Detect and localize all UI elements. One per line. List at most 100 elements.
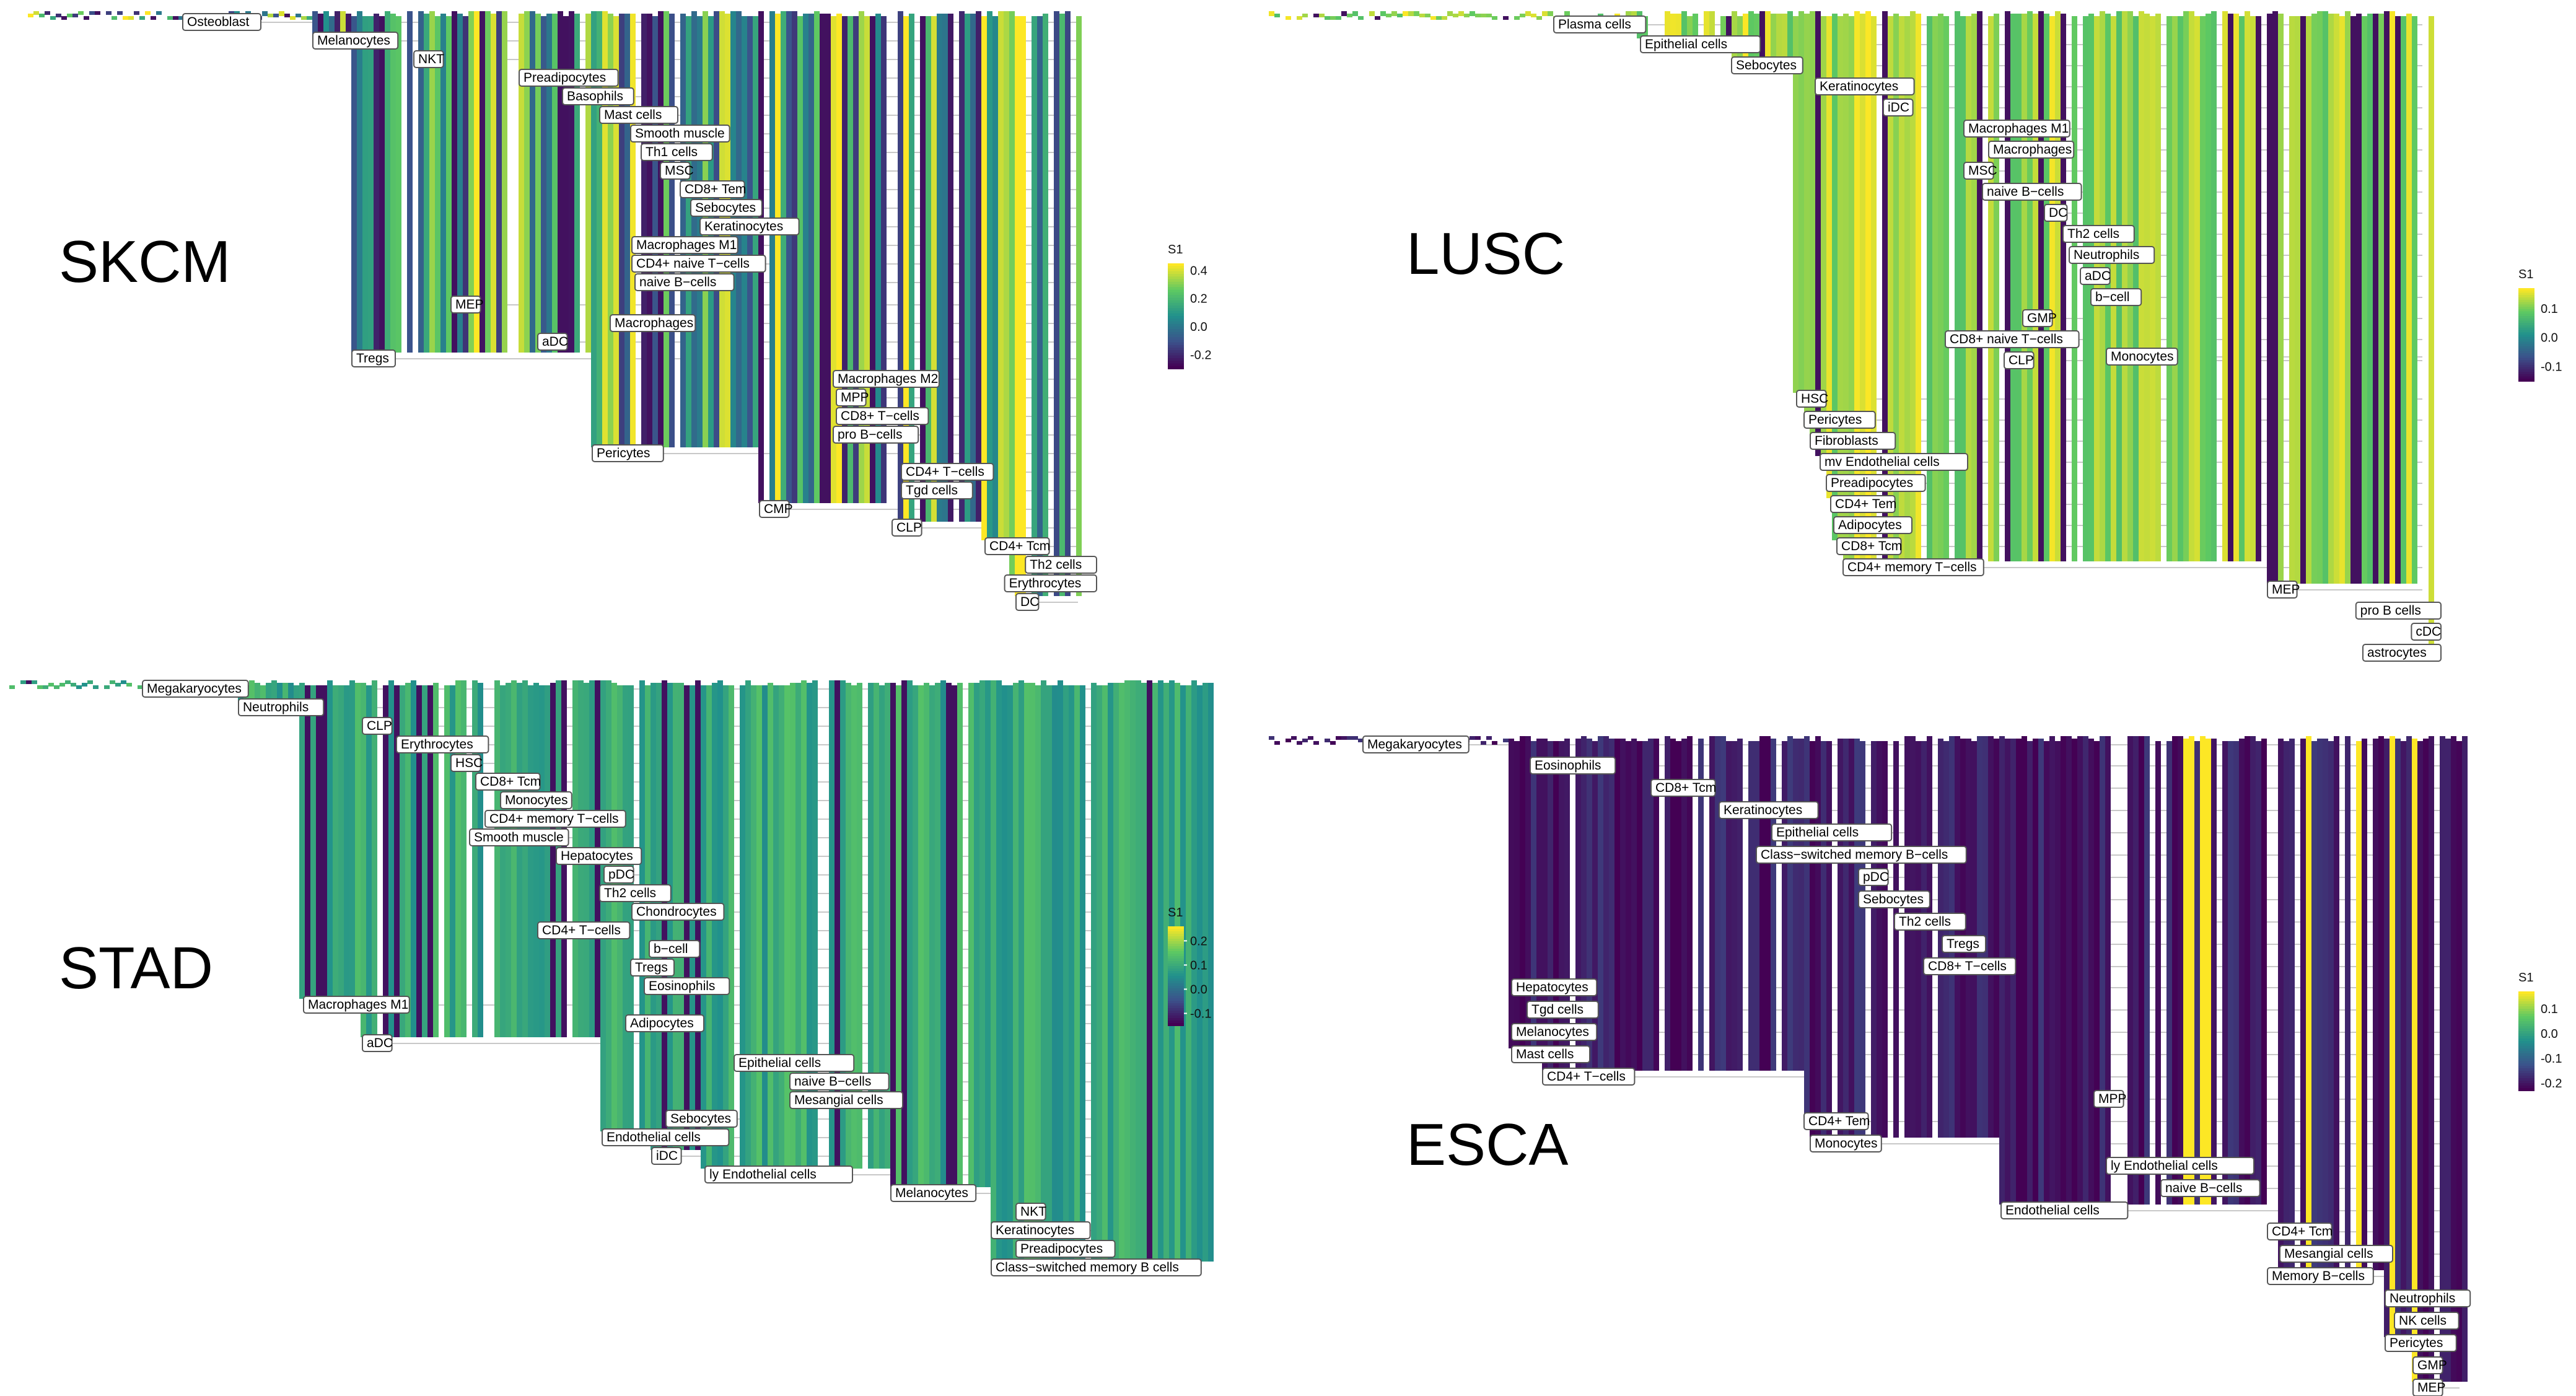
cell-label-pericytes: Pericytes	[2385, 1334, 2457, 1352]
heatmap-column	[1302, 14, 1308, 17]
heatmap-column	[1804, 736, 1810, 1115]
legend-swatch	[2518, 1036, 2534, 1039]
heatmap-column	[2088, 14, 2094, 561]
legend-swatch	[1168, 1006, 1184, 1009]
cell-label-box	[890, 1184, 977, 1202]
heatmap-column	[1475, 736, 1481, 740]
cell-label-text: NKT	[418, 52, 444, 66]
cell-label-cd8-tem: CD8+ Tem	[680, 180, 746, 198]
heatmap-column	[2211, 739, 2217, 1205]
heatmap-column	[814, 11, 820, 503]
heatmap-column	[751, 685, 756, 1169]
cell-label-text: Keratinocytes	[996, 1223, 1074, 1237]
heatmap-column	[545, 685, 550, 1037]
heatmap-column	[1860, 14, 1865, 561]
cell-label-box	[1842, 558, 1984, 576]
heatmap-column	[1910, 736, 1916, 1138]
legend-tick-label: 0.2	[1190, 292, 1207, 306]
cell-label-box	[1833, 516, 1912, 534]
cell-label-text: Sebocytes	[1736, 58, 1797, 72]
cell-label-pro-b-cells: pro B−cells	[833, 426, 919, 444]
cell-label-box	[1894, 913, 1966, 931]
cell-label-box	[759, 500, 790, 518]
heatmap-column	[429, 11, 435, 353]
heatmap-column	[1709, 11, 1715, 38]
heatmap-column	[2105, 14, 2111, 561]
heatmap-column	[2083, 736, 2088, 1205]
heatmap-column	[853, 16, 859, 503]
heatmap-column	[1620, 739, 1626, 1071]
cell-label-box	[1858, 890, 1930, 908]
heatmap-column	[2323, 11, 2328, 584]
legend-swatch	[2518, 362, 2534, 366]
heatmap-column	[820, 14, 825, 503]
heatmap-column	[957, 683, 963, 1187]
heatmap-column	[346, 14, 351, 35]
heatmap-column	[1720, 16, 1726, 38]
cell-label-text: Class−switched memory B cells	[996, 1260, 1179, 1275]
panel-skcm-legend: S1 0.4 0.2 0.0 -0.2	[1168, 243, 1211, 369]
legend-tick-label: 0.4	[1190, 264, 1207, 278]
legend-swatch	[2518, 1083, 2534, 1086]
heatmap-column	[323, 11, 329, 35]
heatmap-column	[2172, 16, 2178, 561]
cell-label-text: iDC	[1888, 100, 1909, 115]
legend-swatch	[1168, 366, 1184, 369]
heatmap-column	[1291, 736, 1297, 740]
cell-label-text: MEP	[455, 297, 484, 312]
legend-swatch	[2518, 1071, 2534, 1074]
heatmap-column	[1470, 736, 1475, 740]
heatmap-column	[2429, 736, 2434, 1382]
cell-label-box	[475, 773, 541, 791]
cell-label-text: NK cells	[2399, 1314, 2447, 1328]
heatmap-column	[1046, 685, 1052, 1262]
cell-label-text: Smooth muscle	[635, 126, 725, 141]
cell-label-cd4-tcm: CD4+ Tcm	[984, 537, 1050, 555]
heatmap-column	[1007, 685, 1013, 1262]
panel-esca-labels: Megakaryocytes Eosinophils CD8+ Tcm Keratin…	[1362, 735, 2471, 1396]
heatmap-column	[1815, 736, 1821, 1138]
heatmap-column	[1136, 680, 1141, 1262]
heatmap-column	[611, 683, 617, 1131]
cell-label-box	[901, 481, 973, 499]
heatmap-column	[848, 16, 853, 503]
heatmap-column	[2462, 736, 2468, 1382]
legend-swatch	[1168, 978, 1184, 981]
heatmap-column	[65, 680, 71, 684]
cell-label-text: CD8+ Tem	[685, 182, 746, 196]
cell-label-text: pro B−cells	[838, 428, 902, 442]
cell-label-box	[665, 1110, 738, 1128]
heatmap-column	[1737, 739, 1743, 1071]
legend-swatch	[1168, 287, 1184, 291]
heatmap-column	[288, 683, 294, 701]
legend-swatch	[1168, 934, 1184, 937]
cell-label-naive-b-cells: naive B−cells	[1982, 183, 2082, 201]
heatmap-column	[1899, 16, 1904, 561]
heatmap-column	[1687, 16, 1693, 38]
heatmap-column	[976, 11, 981, 522]
heatmap-column	[829, 680, 835, 1169]
heatmap-column	[424, 14, 429, 353]
heatmap-column	[1687, 736, 1693, 1071]
heatmap-column	[1932, 16, 1938, 561]
legend-swatch	[2518, 288, 2534, 291]
heatmap-column	[706, 685, 712, 1169]
legend-swatch	[2518, 1066, 2534, 1069]
heatmap-column	[940, 680, 946, 1187]
cell-label-cd8-t-cells: CD8+ T−cells	[836, 407, 929, 425]
heatmap-column	[835, 680, 840, 1169]
cell-label-th2-cells: Th2 cells	[2062, 225, 2135, 243]
heatmap-column	[167, 16, 173, 20]
heatmap-column	[361, 683, 366, 1037]
heatmap-column	[1709, 736, 1715, 1071]
heatmap-column	[43, 685, 48, 689]
cell-label-box	[2355, 602, 2442, 620]
heatmap-column	[2311, 14, 2317, 584]
cell-label-text: ly Endothelial cells	[709, 1167, 817, 1182]
cell-label-text: CD4+ T−cells	[542, 923, 621, 937]
cell-label-text: Th2 cells	[2067, 227, 2119, 241]
heatmap-column	[686, 16, 691, 447]
heatmap-column	[72, 14, 78, 17]
cell-label-astrocytes: astrocytes	[2362, 644, 2442, 662]
legend-swatch	[1168, 964, 1184, 967]
